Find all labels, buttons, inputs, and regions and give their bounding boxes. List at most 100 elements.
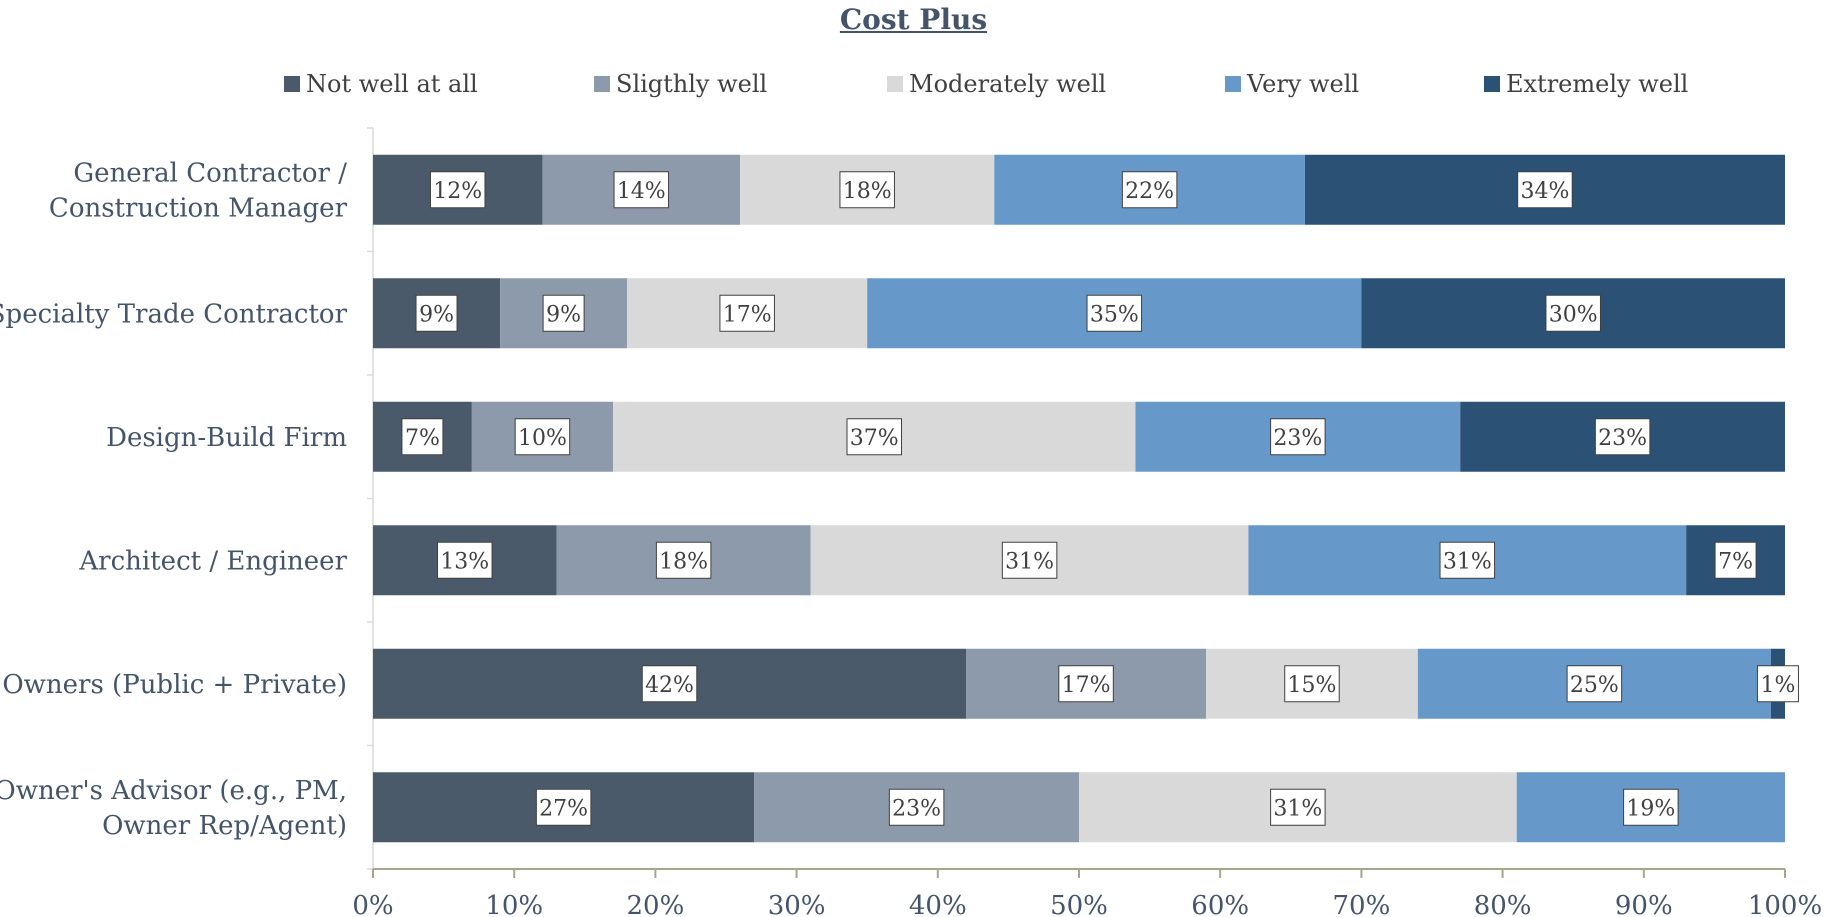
data-label-text: 30% — [1549, 302, 1598, 327]
legend-label: Sligthly well — [616, 70, 768, 98]
data-label-text: 17% — [1062, 673, 1111, 698]
data-label-box — [1270, 788, 1326, 826]
data-label-box — [1270, 418, 1326, 456]
data-label: 30% — [1545, 294, 1601, 332]
data-label: 13% — [437, 541, 493, 579]
x-tick-label: 40% — [909, 891, 967, 917]
legend-item: Very well — [1225, 66, 1359, 102]
data-label: 15% — [1284, 665, 1340, 703]
data-label-text: 42% — [645, 673, 694, 698]
legend-swatch — [284, 76, 300, 92]
data-label-text: 17% — [723, 302, 772, 327]
data-label-box — [1121, 171, 1178, 209]
data-label: 25% — [1566, 665, 1623, 703]
data-label: 35% — [1086, 294, 1143, 332]
data-label: 31% — [1270, 788, 1326, 826]
data-label-box — [1439, 541, 1496, 579]
data-label-box — [719, 294, 775, 332]
data-label: 23% — [1270, 418, 1326, 456]
chart-title: Cost Plus — [839, 3, 988, 36]
data-label: 14% — [613, 171, 670, 209]
legend-item: Moderately well — [887, 66, 1106, 102]
data-label: 9% — [542, 294, 585, 332]
x-tick-label: 50% — [1050, 891, 1108, 917]
data-label-text: 13% — [440, 549, 489, 574]
data-label-box — [1623, 788, 1679, 826]
x-tick-label: 100% — [1748, 891, 1822, 917]
data-label-text: 10% — [518, 426, 567, 451]
data-label-box — [1545, 294, 1601, 332]
data-label-box — [429, 171, 486, 209]
category-label: Owners (Public + Private) — [2, 670, 347, 700]
data-label: 37% — [846, 418, 903, 456]
data-label: 1% — [1756, 665, 1799, 703]
data-label-box — [613, 171, 670, 209]
data-label-text: 9% — [419, 302, 454, 327]
data-label-box — [415, 294, 458, 332]
data-label: 31% — [1439, 541, 1496, 579]
category-label: General Contractor / Construction Manager — [49, 158, 348, 223]
data-label: 34% — [1517, 171, 1573, 209]
data-label: 18% — [839, 171, 895, 209]
data-label: 22% — [1121, 171, 1178, 209]
data-label: 27% — [535, 788, 592, 826]
x-tick-label: 90% — [1615, 891, 1673, 917]
data-label: 10% — [514, 418, 571, 456]
category-label: Owner's Advisor (e.g., PM, Owner Rep/Agen… — [0, 776, 347, 841]
data-label: 42% — [641, 665, 698, 703]
legend-swatch — [1225, 76, 1241, 92]
data-label-box — [641, 665, 698, 703]
data-label-box — [839, 171, 895, 209]
data-label: 31% — [1001, 541, 1058, 579]
data-label-box — [542, 294, 585, 332]
legend-item: Extremely well — [1484, 66, 1688, 102]
legend-item: Not well at all — [284, 66, 478, 102]
legend-swatch — [1484, 76, 1500, 92]
category-label: Specialty Trade Contractor — [0, 299, 348, 329]
x-tick-label: 0% — [352, 891, 393, 917]
data-label: 18% — [655, 541, 712, 579]
data-label-box — [1001, 541, 1058, 579]
x-tick-label: 70% — [1333, 891, 1391, 917]
data-label-box — [1517, 171, 1573, 209]
data-label-text: 23% — [892, 796, 941, 821]
x-tick-label: 60% — [1191, 891, 1249, 917]
data-label-text: 19% — [1626, 796, 1675, 821]
data-label-text: 18% — [843, 179, 892, 204]
data-label: 17% — [719, 294, 775, 332]
data-label-box — [437, 541, 493, 579]
data-label-text: 15% — [1288, 673, 1337, 698]
data-label-box — [514, 418, 571, 456]
legend-label: Extremely well — [1506, 70, 1689, 98]
data-label-text: 34% — [1521, 179, 1570, 204]
legend-label: Moderately well — [909, 70, 1107, 98]
data-label-text: 31% — [1005, 549, 1054, 574]
legend-label: Very well — [1247, 70, 1360, 98]
data-label-box — [1714, 541, 1757, 579]
data-label-text: 37% — [850, 426, 899, 451]
legend-item: Sligthly well — [594, 66, 767, 102]
data-label-text: 22% — [1125, 179, 1174, 204]
data-label-box — [535, 788, 592, 826]
x-tick-label: 10% — [485, 891, 543, 917]
legend-swatch — [887, 76, 903, 92]
data-label-box — [1284, 665, 1340, 703]
data-label: 7% — [1714, 541, 1757, 579]
data-label-text: 14% — [617, 179, 666, 204]
legend-swatch — [594, 76, 610, 92]
data-label-text: 9% — [546, 302, 581, 327]
data-label-text: 35% — [1090, 302, 1139, 327]
data-label-text: 7% — [1718, 549, 1753, 574]
data-label-text: 31% — [1273, 796, 1322, 821]
data-label-box — [1756, 665, 1799, 703]
x-tick-label: 30% — [768, 891, 826, 917]
category-label: Architect / Engineer — [78, 546, 347, 576]
data-label-box — [1594, 418, 1651, 456]
data-label-box — [1566, 665, 1623, 703]
data-label-box — [846, 418, 903, 456]
legend: Not well at all Sligthly well Moderately w… — [0, 66, 1827, 102]
data-label: 23% — [1594, 418, 1651, 456]
data-label-text: 31% — [1443, 549, 1492, 574]
